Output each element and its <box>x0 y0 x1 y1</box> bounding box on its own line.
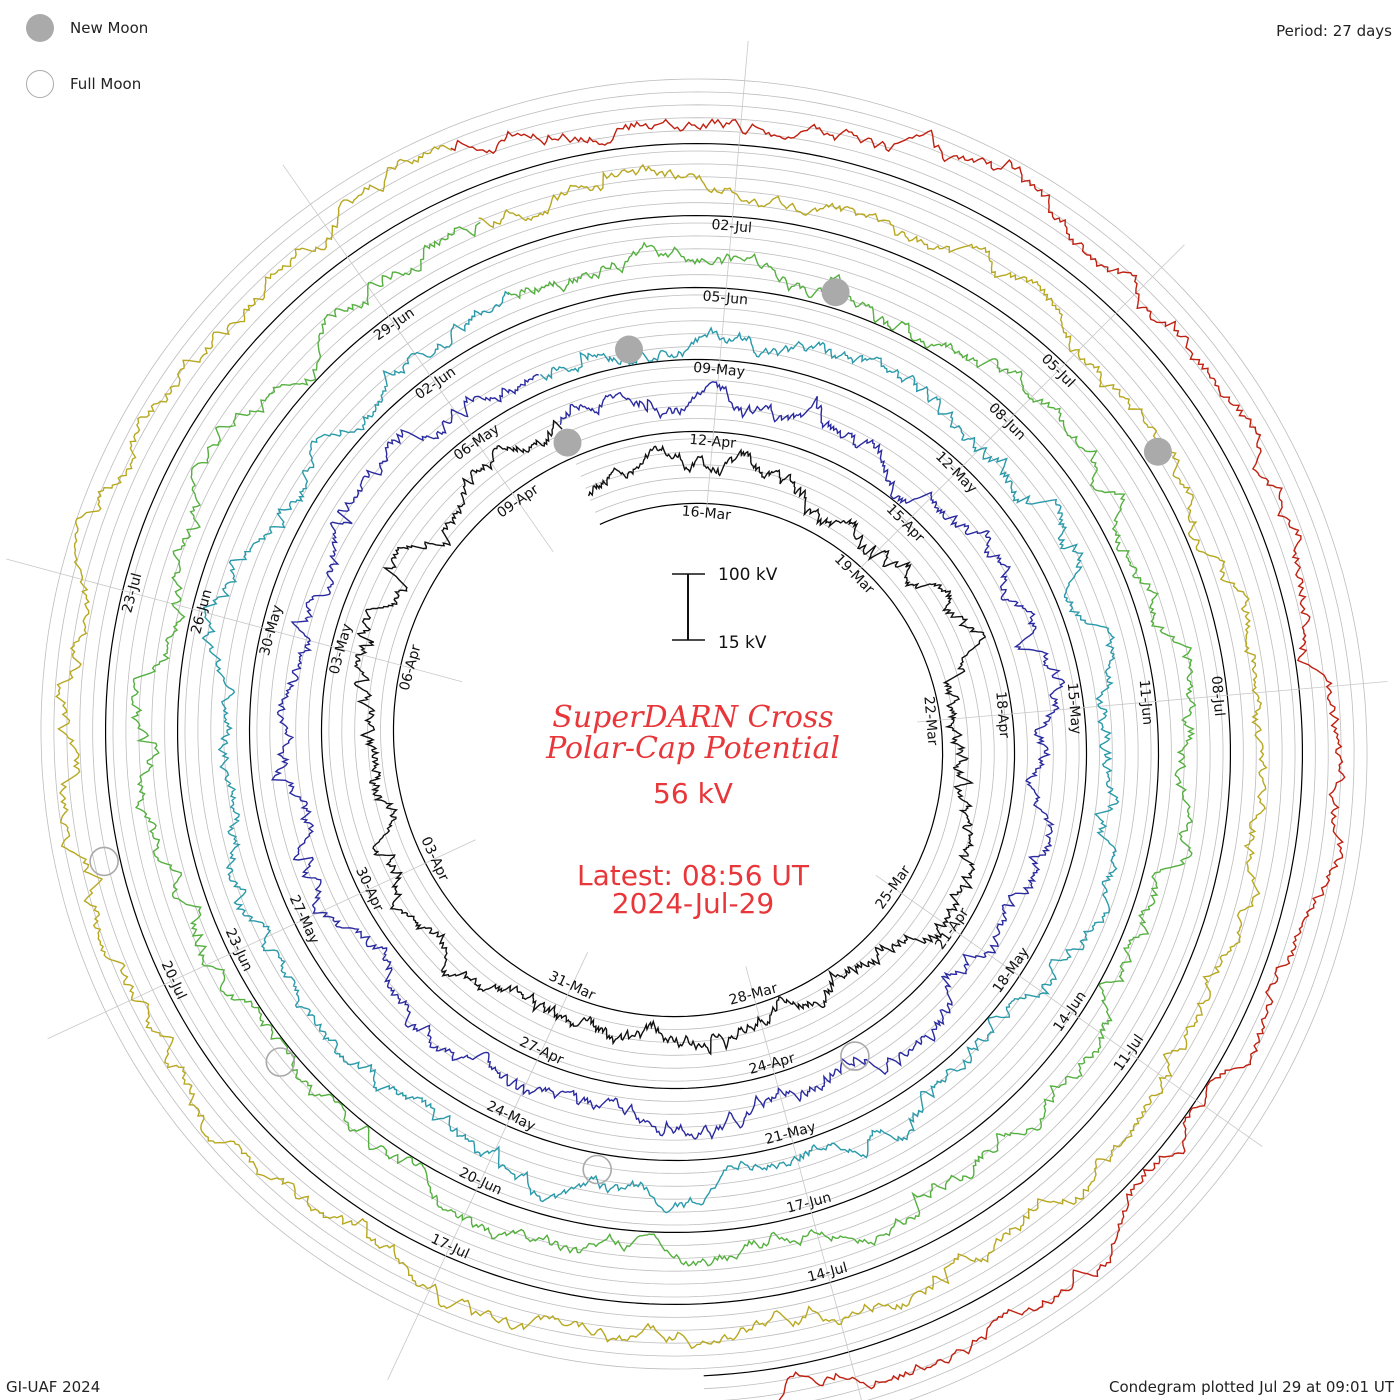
footer-plot-time: Condegram plotted Jul 29 at 09:01 UT <box>1108 1378 1394 1396</box>
scale-bar: 100 kV 15 kV <box>672 565 778 653</box>
chart-series <box>55 118 1346 1400</box>
date-label: 05-Jun <box>702 288 749 308</box>
latest-date: 2024-Jul-29 <box>612 887 774 920</box>
grid-spoke <box>387 951 589 1380</box>
latest-time: Latest: 08:56 UT <box>577 859 810 892</box>
date-label: 24-Apr <box>747 1050 797 1078</box>
current-value: 56 kV <box>653 777 733 810</box>
date-label: 15-May <box>1064 682 1084 735</box>
scale-top-label: 100 kV <box>718 565 778 585</box>
date-label: 09-May <box>692 360 745 381</box>
new-moon-marker <box>1143 437 1172 466</box>
grid-spoke <box>875 874 1263 1147</box>
series-line-turn-2 <box>270 373 1066 1141</box>
date-label: 20-Jun <box>456 1165 504 1199</box>
full-moon-marker <box>89 846 119 877</box>
date-label: 16-Mar <box>681 503 732 523</box>
date-label: 11-Jun <box>1136 679 1156 726</box>
new-moon-marker <box>553 428 582 457</box>
date-label: 02-Jul <box>711 217 753 237</box>
grid-spoke <box>745 966 862 1400</box>
date-label: 24-May <box>484 1098 538 1134</box>
series-line-turn-5 <box>55 144 1268 1350</box>
date-label: 18-Apr <box>992 691 1012 739</box>
date-label: 22-Mar <box>920 696 940 747</box>
full-moon-label: Full Moon <box>70 75 142 93</box>
series-line-turn-3 <box>201 290 1120 1214</box>
moon-markers <box>89 278 1172 1185</box>
grid-spoke <box>706 40 749 511</box>
legend-full-moon: Full Moon <box>26 68 141 100</box>
date-label: 08-Jul <box>1208 675 1227 717</box>
grid-spoke <box>849 244 1185 579</box>
full-moon-marker <box>265 1047 296 1077</box>
series-line-turn-6 <box>450 118 1346 1400</box>
date-label: 27-Apr <box>517 1034 566 1068</box>
grid-spoke <box>917 681 1388 723</box>
chart-title-line1: SuperDARN Cross <box>552 700 833 735</box>
date-label: 31-Mar <box>546 968 598 1003</box>
new-moon-icon <box>26 14 54 42</box>
date-label: 14-Jul <box>806 1260 849 1286</box>
full-moon-marker <box>582 1154 613 1185</box>
date-label: 17-Jun <box>785 1190 833 1217</box>
full-moon-icon <box>26 70 54 98</box>
new-moon-marker <box>615 335 643 364</box>
full-moon-marker <box>840 1041 870 1071</box>
date-label: 03-Apr <box>417 834 451 883</box>
series-line-turn-4 <box>130 221 1197 1267</box>
legend-new-moon: New Moon <box>26 12 148 44</box>
period-label: Period: 27 days <box>1276 22 1392 40</box>
new-moon-label: New Moon <box>70 19 149 37</box>
series-line-turn-1 <box>353 419 987 1056</box>
date-label: 23-Jul <box>119 571 145 614</box>
chart-title-line2: Polar-Cap Potential <box>545 731 840 766</box>
date-label: 12-Apr <box>689 432 737 452</box>
scale-bottom-label: 15 kV <box>718 633 767 653</box>
grid-spoke <box>282 164 554 553</box>
footer-credit: GI-UAF 2024 <box>6 1378 101 1396</box>
grid-spoke <box>47 839 476 1040</box>
new-moon-marker <box>821 278 850 307</box>
date-label: 14-Jun <box>1050 988 1089 1034</box>
